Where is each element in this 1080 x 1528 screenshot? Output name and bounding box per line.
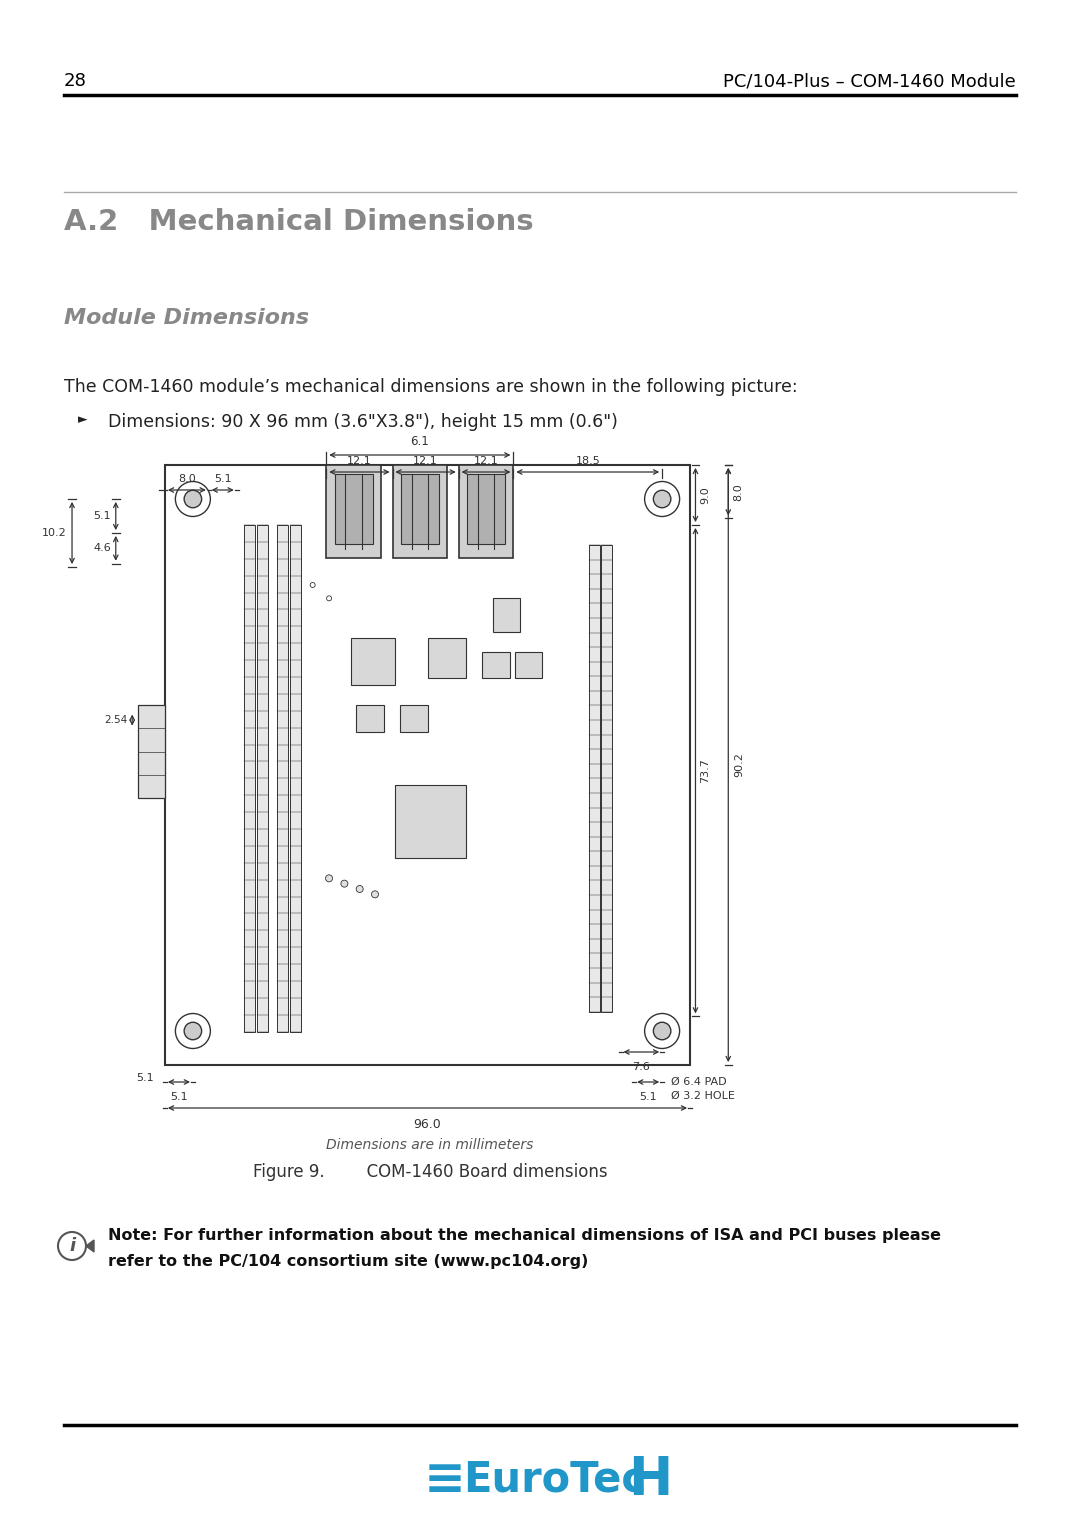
Text: Ø 6.4 PAD: Ø 6.4 PAD xyxy=(671,1077,727,1086)
Bar xyxy=(257,526,268,1031)
Text: EuroTec: EuroTec xyxy=(463,1459,647,1500)
Text: H: H xyxy=(627,1455,672,1507)
Text: PC/104-Plus – COM-1460 Module: PC/104-Plus – COM-1460 Module xyxy=(724,72,1016,90)
Circle shape xyxy=(372,891,378,898)
Bar xyxy=(401,704,428,732)
Circle shape xyxy=(653,490,671,507)
Text: 2.54: 2.54 xyxy=(104,715,127,726)
Text: 18.5: 18.5 xyxy=(576,455,600,466)
Bar xyxy=(394,785,465,859)
Circle shape xyxy=(185,490,202,507)
Bar xyxy=(401,474,438,544)
Bar xyxy=(459,465,513,558)
Bar xyxy=(467,474,505,544)
Bar xyxy=(244,526,255,1031)
Circle shape xyxy=(175,1013,211,1048)
Text: 28: 28 xyxy=(64,72,86,90)
Text: i: i xyxy=(69,1238,76,1254)
Circle shape xyxy=(58,1232,86,1261)
Text: 12.1: 12.1 xyxy=(474,455,498,466)
Circle shape xyxy=(341,880,348,888)
Text: 12.1: 12.1 xyxy=(414,455,438,466)
Text: Ø 3.2 HOLE: Ø 3.2 HOLE xyxy=(671,1091,734,1102)
Text: 96.0: 96.0 xyxy=(414,1118,442,1131)
Circle shape xyxy=(326,596,332,601)
Bar xyxy=(289,526,300,1031)
Text: 10.2: 10.2 xyxy=(42,529,67,538)
Circle shape xyxy=(645,1013,679,1048)
Text: 9.0: 9.0 xyxy=(701,486,711,504)
Circle shape xyxy=(325,876,333,882)
Text: A.2   Mechanical Dimensions: A.2 Mechanical Dimensions xyxy=(64,208,534,235)
Bar xyxy=(589,545,599,1012)
Text: 73.7: 73.7 xyxy=(701,758,711,784)
Circle shape xyxy=(653,1022,671,1039)
Text: The COM-1460 module’s mechanical dimensions are shown in the following picture:: The COM-1460 module’s mechanical dimensi… xyxy=(64,377,798,396)
Text: Figure 9.        COM-1460 Board dimensions: Figure 9. COM-1460 Board dimensions xyxy=(253,1163,607,1181)
Text: 12.1: 12.1 xyxy=(347,455,372,466)
Text: 5.1: 5.1 xyxy=(171,1093,188,1102)
Bar xyxy=(482,651,510,678)
Bar xyxy=(428,639,465,678)
Text: 90.2: 90.2 xyxy=(734,753,744,778)
Bar xyxy=(335,474,373,544)
Bar xyxy=(392,465,447,558)
Bar xyxy=(278,526,288,1031)
Bar xyxy=(602,545,612,1012)
Text: ►: ► xyxy=(78,413,87,426)
Text: 4.6: 4.6 xyxy=(93,544,111,553)
Circle shape xyxy=(175,481,211,516)
Text: 8.0: 8.0 xyxy=(733,483,743,501)
Bar xyxy=(494,599,521,631)
Text: ≡: ≡ xyxy=(424,1456,465,1504)
Bar xyxy=(137,704,165,798)
Text: 7.6: 7.6 xyxy=(633,1062,650,1073)
Text: 5.1: 5.1 xyxy=(214,474,231,484)
Text: 5.1: 5.1 xyxy=(639,1093,657,1102)
Circle shape xyxy=(310,582,315,587)
Text: 8.0: 8.0 xyxy=(178,474,195,484)
Circle shape xyxy=(185,1022,202,1039)
Text: 6.1: 6.1 xyxy=(410,435,429,448)
Bar xyxy=(515,651,542,678)
Text: Dimensions: 90 X 96 mm (3.6"X3.8"), height 15 mm (0.6"): Dimensions: 90 X 96 mm (3.6"X3.8"), heig… xyxy=(108,413,618,431)
Circle shape xyxy=(356,886,363,892)
Text: refer to the PC/104 consortium site (www.pc104.org): refer to the PC/104 consortium site (www… xyxy=(108,1254,589,1268)
Bar xyxy=(326,465,381,558)
Bar xyxy=(165,465,690,1065)
Text: 5.1: 5.1 xyxy=(93,510,111,521)
Bar xyxy=(351,639,394,685)
Text: Note: For further information about the mechanical dimensions of ISA and PCI bus: Note: For further information about the … xyxy=(108,1229,941,1242)
Circle shape xyxy=(645,481,679,516)
Text: 5.1: 5.1 xyxy=(136,1073,154,1083)
Text: Dimensions are in millimeters: Dimensions are in millimeters xyxy=(326,1138,534,1152)
Polygon shape xyxy=(86,1241,94,1251)
Text: Module Dimensions: Module Dimensions xyxy=(64,309,309,329)
Bar xyxy=(356,704,383,732)
